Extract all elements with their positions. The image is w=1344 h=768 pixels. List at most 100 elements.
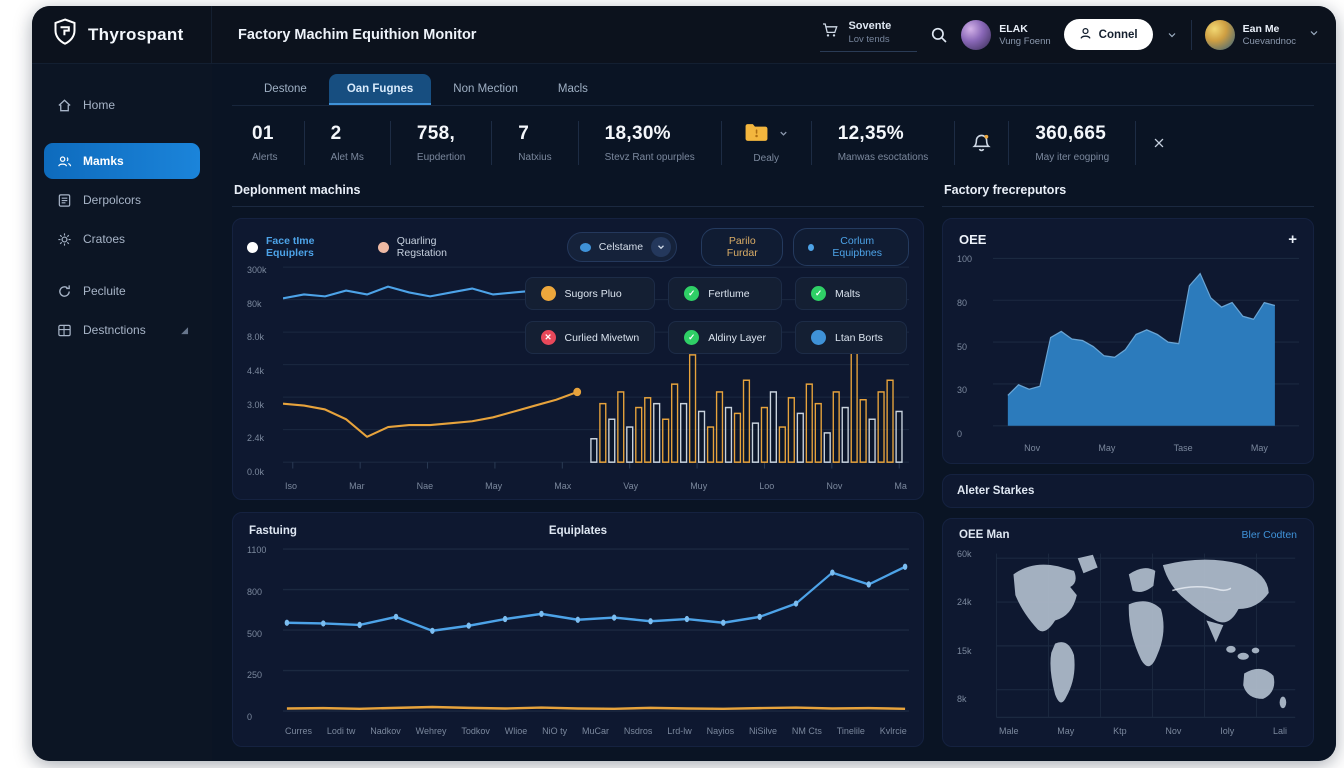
user1-block[interactable]: ELAK Vung Foenn [961, 19, 1051, 50]
kpi-value: 12,35% [837, 123, 904, 144]
axis-label: Mar [349, 481, 365, 491]
continents [1013, 554, 1287, 709]
axis-label: May [485, 481, 503, 491]
topbar: Thyrospant Factory Machim Equithion Moni… [32, 6, 1336, 64]
tab-oan-fugnes[interactable]: Oan Fugnes [328, 74, 432, 105]
bell-icon[interactable] [955, 133, 1008, 153]
axis-label: 24k [957, 597, 972, 608]
axis-label: Loo [759, 481, 775, 491]
shield-logo-icon [52, 18, 78, 51]
kpi-label: Alerts [252, 152, 278, 163]
chip-malts[interactable]: ✓ Malts [795, 277, 907, 310]
divider [810, 121, 812, 165]
axis-label: 500 [247, 628, 263, 639]
series-check-icon: ✓ [811, 286, 826, 301]
chevron-down-icon[interactable] [651, 237, 672, 257]
axis-label: 250 [247, 670, 263, 681]
axis-label: 2.4k [247, 433, 265, 444]
legend-dot [247, 241, 258, 253]
legend-label: Face tIme Equiplers [266, 235, 315, 259]
x-axis-labels: Iso Mar Nae May Max Vay Muy Loo Nov Ma [283, 477, 909, 493]
alert-stats-title: Aleter Starkes [957, 485, 1035, 497]
axis-label: 60k [957, 549, 972, 559]
series-check-icon: ✓ [684, 330, 700, 345]
tab-destone[interactable]: Destone [264, 83, 307, 95]
celstame-select[interactable]: Celstame [566, 232, 678, 262]
sidebar-item-home[interactable]: Home [44, 87, 200, 123]
axis-label: MuCar [582, 726, 610, 736]
axis-label: Ma [894, 481, 907, 491]
axis-label: 1100 [247, 545, 267, 555]
chevron-down-icon[interactable] [1308, 26, 1320, 44]
map-link[interactable]: Bler Codten [1241, 529, 1297, 541]
kpi-folder-widget[interactable]: Dealy [722, 122, 811, 164]
cart-widget[interactable]: Sovente Lov tends [820, 17, 918, 52]
chip-ltan-borts[interactable]: Ltan Borts [795, 321, 907, 354]
oee-map-title: OEE Man [959, 529, 1010, 541]
user2-block[interactable]: Ean Me Cuevandnoc [1204, 19, 1320, 50]
sidebar-item-label: Mamks [83, 154, 124, 168]
corlum-equipbnes-button[interactable]: Corlum Equipbnes [793, 228, 909, 266]
legend-item[interactable]: Quarling Regstation [377, 235, 479, 259]
y-axis-labels: 100 80 50 30 0 [957, 254, 993, 439]
chevron-icon: ◢ [181, 324, 188, 335]
sidebar-item-cratoes[interactable]: Cratoes [44, 221, 200, 257]
axis-label: May [1098, 443, 1116, 453]
x-axis-labels: Male May Ktp Nov Ioly Lali [987, 722, 1299, 738]
chevron-down-icon[interactable] [778, 126, 789, 144]
kpi-row: 01 Alerts 2 Alet Ms 758, Eupdertion 7 Na… [232, 106, 1314, 178]
kpi-eupdertion: 758, Eupdertion [391, 123, 491, 163]
sidebar-item-label: Cratoes [83, 232, 126, 246]
chip-fertlume[interactable]: ✓ Fertlume [668, 277, 782, 310]
axis-label: Ktp [1113, 726, 1127, 736]
divider [389, 121, 391, 165]
chart-legend-row: Face tIme Equiplers Quarling Regstation … [247, 228, 909, 266]
close-icon[interactable] [1136, 136, 1182, 150]
axis-label: 15k [957, 645, 972, 656]
chip-aldiny-layer[interactable]: ✓ Aldiny Layer [668, 321, 782, 354]
series-check-icon: ✓ [684, 286, 700, 301]
chip-sugors-pluo[interactable]: Sugors Pluo [524, 277, 656, 310]
select-dot [579, 242, 591, 252]
axis-label: Todkov [461, 726, 490, 736]
x-axis-labels: Nov May Tase May [993, 439, 1299, 455]
chip-curlied-mivetwn[interactable]: ✕ Curlied Mivetwn [524, 321, 656, 354]
avatar [1204, 19, 1235, 50]
sidebar-item-mamks[interactable]: Mamks [44, 143, 200, 179]
axis-label: 300k [247, 265, 267, 275]
divider [1008, 121, 1010, 165]
axis-label: 80k [247, 298, 262, 309]
alert-stats-panel[interactable]: Aleter Starkes [942, 474, 1314, 508]
cart-icon [822, 22, 839, 43]
tab-macls[interactable]: Macls [557, 83, 588, 95]
divider [720, 121, 722, 165]
divider [954, 121, 956, 165]
brand-logo[interactable]: Thyrospant [32, 6, 212, 63]
axis-label: Wlioe [504, 726, 528, 736]
connect-button[interactable]: Connel [1063, 19, 1153, 50]
sidebar-item-derpolcors[interactable]: Derpolcors [44, 182, 200, 218]
divider [1190, 19, 1192, 50]
documents-icon [56, 193, 72, 208]
legend-label: Quarling Regstation [396, 235, 447, 259]
tab-non-mection[interactable]: Non Mection [453, 83, 518, 95]
sidebar-item-label: Derpolcors [83, 193, 142, 207]
axis-label: 100 [957, 254, 973, 264]
axis-label: Lodi tw [326, 726, 356, 736]
axis-label: Ioly [1220, 726, 1235, 736]
chevron-down-icon[interactable] [1166, 29, 1178, 41]
folder-alert-icon [744, 122, 769, 148]
axis-label: Wehrey [415, 726, 447, 736]
kpi-alet-ms: 2 Alet Ms [305, 123, 390, 163]
fastuing-title: Fastuing [249, 525, 297, 537]
axis-label: Male [999, 726, 1019, 736]
plus-icon[interactable]: + [1288, 231, 1297, 248]
cart-sublabel: Lov tends [848, 34, 890, 45]
search-icon[interactable] [930, 26, 948, 44]
legend-item[interactable]: Face tIme Equiplers [247, 235, 354, 259]
sidebar-item-destnctions[interactable]: Destnctions ◢ [44, 312, 200, 348]
axis-label: Nae [416, 481, 434, 491]
parilo-furdar-button[interactable]: Parilo Furdar [701, 228, 784, 266]
sidebar-item-pecluite[interactable]: Pecluite [44, 273, 200, 309]
axis-label: 4.4k [247, 365, 265, 376]
